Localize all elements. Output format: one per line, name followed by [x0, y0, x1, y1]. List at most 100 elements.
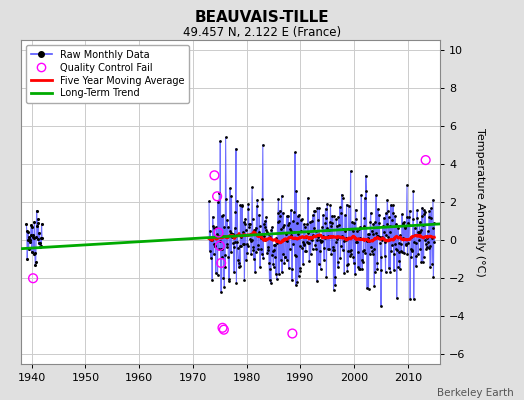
Point — [255, 229, 263, 235]
Point — [282, 213, 291, 220]
Point — [305, 240, 313, 246]
Point — [210, 251, 218, 258]
Point — [206, 228, 215, 234]
Point — [219, 212, 227, 218]
Point — [26, 239, 35, 246]
Point — [400, 250, 408, 257]
Point — [427, 215, 435, 221]
Point — [23, 228, 31, 234]
Point — [234, 264, 243, 270]
Point — [215, 238, 224, 244]
Point — [374, 206, 382, 212]
Point — [412, 253, 421, 260]
Point — [222, 134, 230, 140]
Point — [229, 239, 237, 246]
Point — [425, 242, 434, 249]
Point — [391, 240, 400, 247]
Point — [344, 248, 352, 255]
Point — [215, 246, 223, 252]
Point — [213, 193, 221, 200]
Point — [290, 252, 299, 258]
Point — [293, 213, 302, 220]
Point — [264, 244, 272, 250]
Point — [380, 214, 388, 221]
Point — [249, 244, 257, 250]
Point — [323, 232, 332, 239]
Point — [339, 247, 347, 254]
Point — [389, 202, 397, 208]
Point — [27, 232, 35, 238]
Point — [354, 249, 362, 255]
Point — [287, 207, 295, 213]
Point — [210, 241, 218, 247]
Point — [339, 195, 347, 202]
Point — [30, 235, 38, 242]
Point — [354, 226, 363, 232]
Point — [225, 276, 233, 282]
Point — [406, 208, 414, 214]
Point — [222, 196, 230, 202]
Point — [209, 214, 217, 220]
Point — [250, 227, 259, 233]
Point — [261, 224, 270, 231]
Point — [214, 199, 222, 205]
Point — [234, 256, 243, 263]
Point — [230, 269, 238, 276]
Point — [288, 330, 297, 337]
Point — [410, 239, 418, 245]
Point — [373, 260, 381, 266]
Point — [389, 251, 398, 258]
Point — [34, 216, 42, 222]
Point — [416, 219, 424, 225]
Point — [407, 254, 415, 261]
Point — [263, 250, 271, 256]
Point — [280, 260, 289, 266]
Point — [410, 224, 419, 231]
Point — [24, 229, 32, 236]
Point — [399, 221, 408, 227]
Point — [225, 228, 234, 234]
Point — [411, 232, 419, 238]
Point — [298, 245, 307, 251]
Point — [414, 251, 422, 257]
Point — [281, 230, 290, 237]
Point — [329, 244, 337, 250]
Point — [245, 223, 254, 230]
Point — [396, 266, 404, 272]
Point — [423, 239, 432, 245]
Point — [236, 263, 244, 270]
Point — [253, 232, 261, 238]
Point — [329, 247, 337, 253]
Point — [275, 271, 283, 277]
Point — [328, 220, 336, 226]
Point — [381, 269, 390, 276]
Point — [353, 228, 362, 234]
Point — [422, 246, 431, 252]
Point — [306, 219, 314, 225]
Point — [315, 204, 323, 211]
Point — [302, 234, 310, 240]
Point — [316, 236, 324, 243]
Point — [335, 234, 344, 241]
Point — [410, 296, 418, 302]
Point — [289, 218, 297, 224]
Point — [278, 224, 287, 230]
Point — [343, 268, 352, 274]
Point — [371, 269, 379, 276]
Point — [388, 210, 397, 216]
Point — [341, 228, 349, 234]
Point — [311, 208, 319, 214]
Point — [252, 224, 260, 231]
Point — [387, 248, 396, 255]
Point — [24, 237, 32, 244]
Point — [408, 248, 416, 255]
Point — [258, 250, 266, 257]
Point — [350, 220, 358, 226]
Point — [375, 211, 384, 218]
Point — [323, 225, 331, 232]
Point — [287, 228, 295, 234]
Point — [330, 286, 338, 293]
Point — [348, 219, 356, 225]
Point — [248, 216, 257, 222]
Point — [237, 234, 246, 240]
